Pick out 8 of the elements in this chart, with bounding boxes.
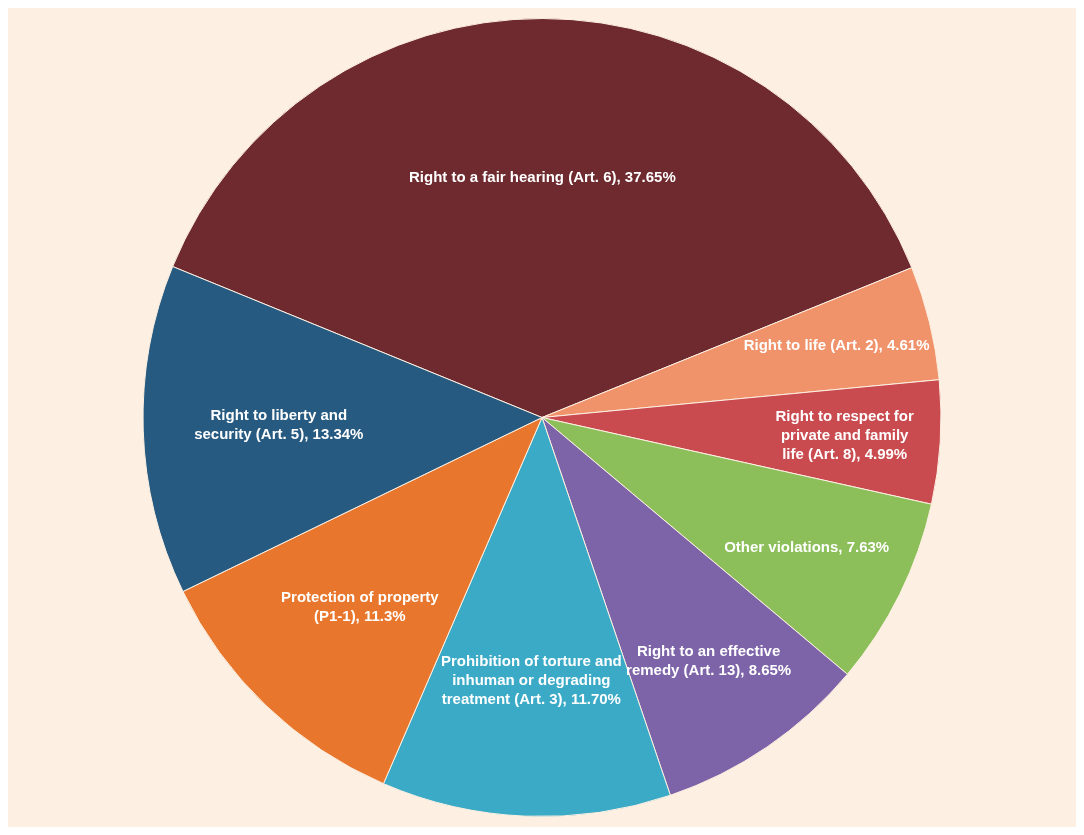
slice-label: Right to respect for private and family life (Art. 8), 4.99% bbox=[775, 407, 914, 463]
slice-label: Prohibition of torture and inhuman or degrading treatment (Art. 3), 11.70% bbox=[440, 651, 622, 707]
slice-label: Other violations, 7.63% bbox=[724, 538, 890, 556]
slice-label: Right to liberty and security (Art. 5), 13.34% bbox=[194, 406, 364, 443]
slice-label: Right to a fair hearing (Art. 6), 37.65% bbox=[409, 168, 676, 186]
slice-label: Right to an effective remedy (Art. 13), 8.65% bbox=[626, 641, 792, 678]
slice-label: Protection of property (P1-1), 11.3% bbox=[281, 588, 440, 625]
slice-label: Right to life (Art. 2), 4.61% bbox=[743, 335, 930, 353]
